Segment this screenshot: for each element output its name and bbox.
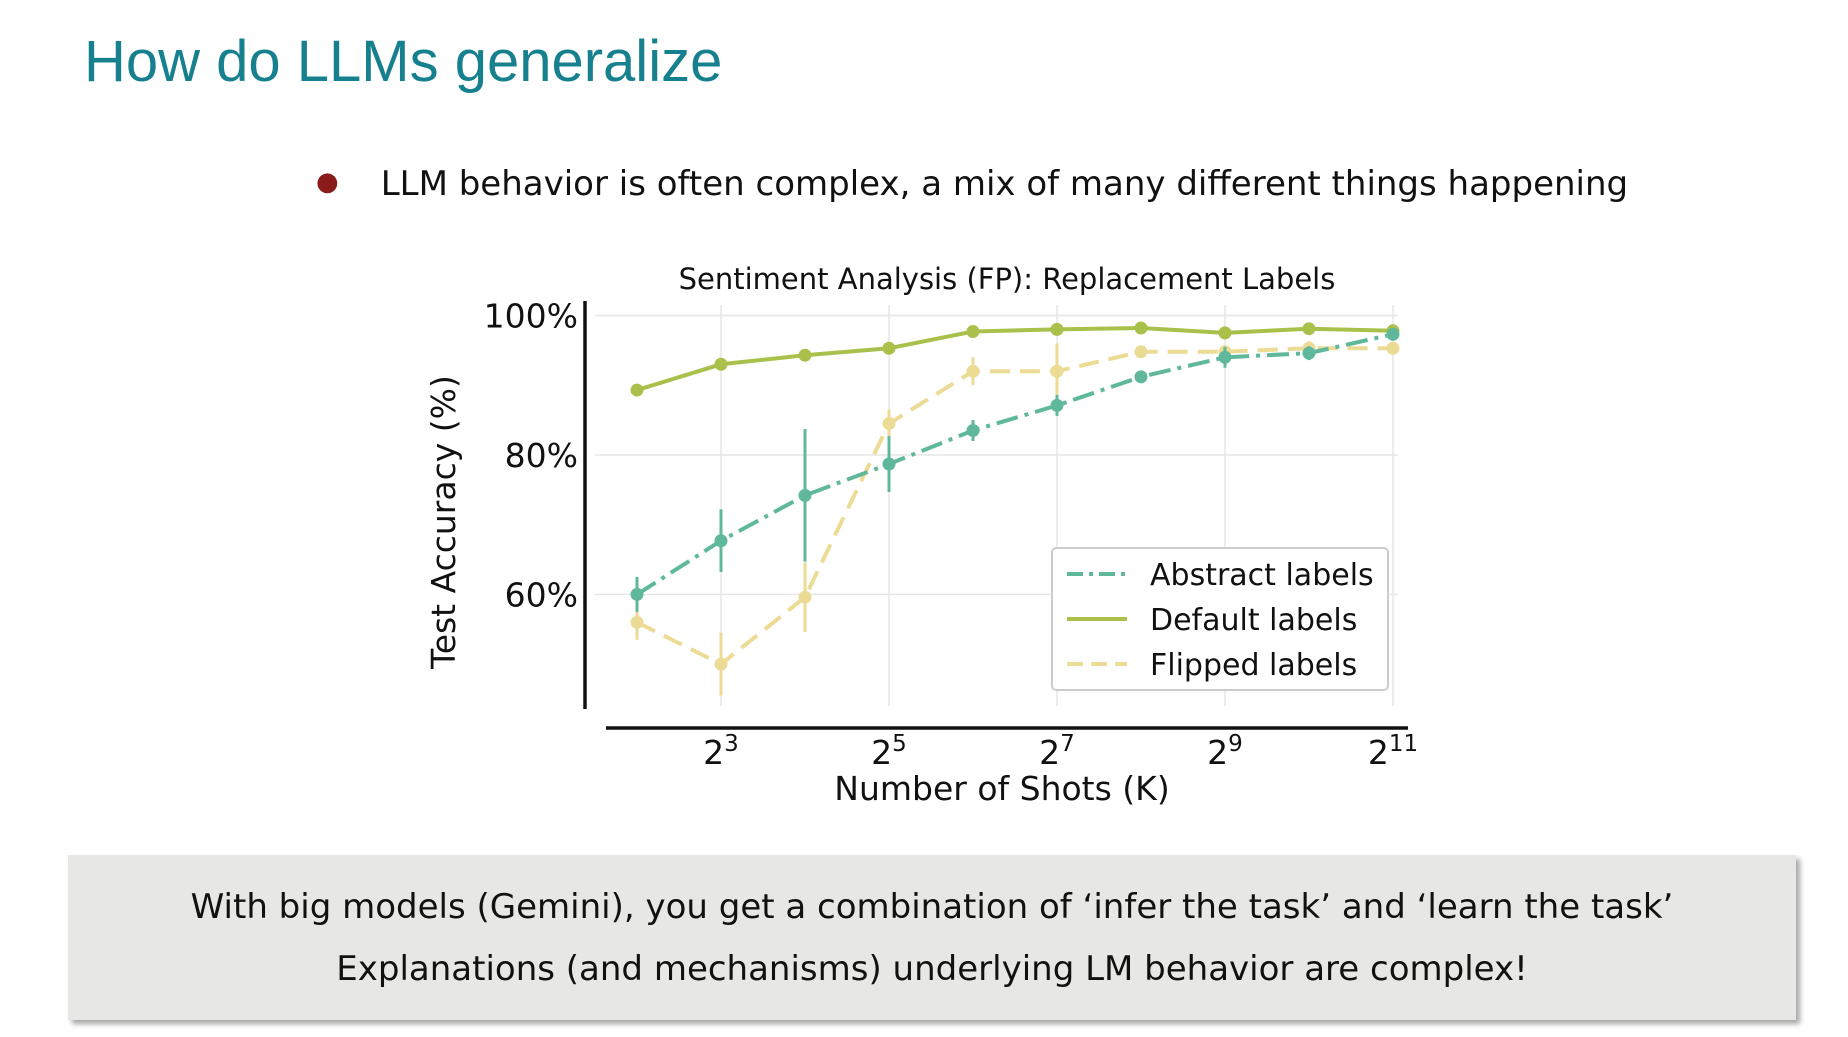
data-point [966, 364, 980, 378]
series-line [636, 346, 1393, 667]
x-tick-label: 27 [1039, 731, 1075, 772]
data-point [1134, 370, 1148, 384]
chart-title: Sentiment Analysis (FP): Replacement Lab… [679, 262, 1336, 296]
legend-box [1051, 547, 1389, 691]
data-point [1386, 341, 1400, 355]
data-point [1050, 322, 1064, 336]
callout-line-1: With big models (Gemini), you get a comb… [190, 886, 1674, 927]
bullet-item: ● LLM behavior is often complex, a mix o… [316, 164, 1628, 204]
tick-labels: 60% 80% 100% 23 25 27 29 211 [484, 296, 1418, 772]
data-point [630, 383, 644, 397]
data-point [798, 348, 812, 362]
data-point [1134, 321, 1148, 335]
data-point [1218, 350, 1232, 364]
data-point [630, 587, 644, 601]
chart: Sentiment Analysis (FP): Replacement Lab… [424, 262, 1418, 808]
data-point [798, 488, 812, 502]
legend: Abstract labels Default labels Flipped lab… [1051, 547, 1389, 691]
data-point [966, 325, 980, 339]
data-point [1050, 398, 1064, 412]
data-point [714, 534, 728, 548]
legend-label: Flipped labels [1150, 648, 1357, 683]
data-point [882, 341, 896, 355]
y-tick-label: 80% [505, 436, 578, 475]
callout-box: With big models (Gemini), you get a comb… [68, 855, 1796, 1020]
x-tick-label: 23 [703, 731, 739, 772]
legend-label: Abstract labels [1150, 558, 1374, 593]
y-tick-label: 100% [484, 296, 578, 335]
x-axis-label: Number of Shots (K) [834, 769, 1169, 808]
data-point [1386, 327, 1400, 341]
data-point [1302, 346, 1316, 360]
bullet-dot-icon: ● [316, 167, 339, 197]
data-point [1218, 326, 1232, 340]
data-point [966, 424, 980, 438]
x-tick-label: 25 [871, 731, 907, 772]
y-tick-label: 60% [505, 575, 578, 614]
series-line [635, 332, 1394, 597]
x-tick-label: 29 [1207, 731, 1243, 772]
data-point [882, 457, 896, 471]
slide-title: How do LLMs generalize [84, 29, 723, 94]
data-point [1302, 322, 1316, 336]
data-point [630, 615, 644, 629]
data-point [1134, 345, 1148, 359]
data-point [1050, 364, 1064, 378]
data-point [714, 657, 728, 671]
legend-label: Default labels [1150, 603, 1357, 638]
x-tick-label: 211 [1368, 731, 1418, 772]
data-point [714, 357, 728, 371]
callout-line-2: Explanations (and mechanisms) underlying… [336, 948, 1528, 989]
bullet-text: LLM behavior is often complex, a mix of … [380, 164, 1629, 204]
y-axis-label: Test Accuracy (%) [424, 375, 463, 670]
data-point [798, 590, 812, 604]
series-line [636, 326, 1394, 392]
series [630, 321, 1400, 696]
axes [583, 301, 1408, 730]
data-point [882, 417, 896, 431]
